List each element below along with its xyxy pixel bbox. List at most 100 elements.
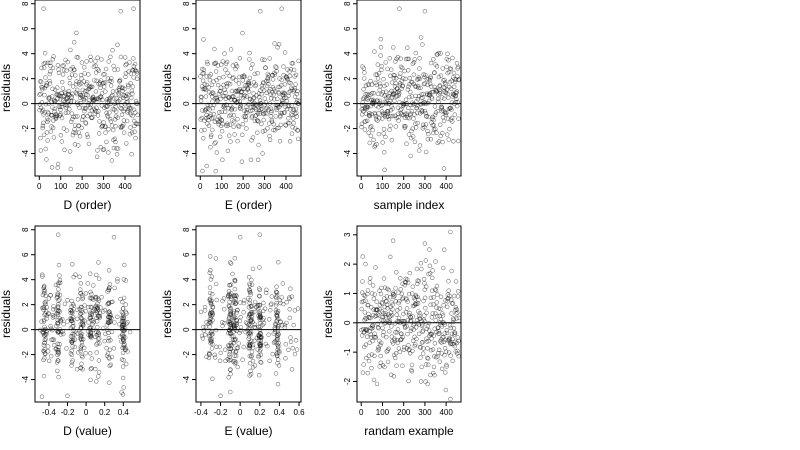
data-point <box>87 326 92 331</box>
data-point <box>293 111 298 117</box>
data-point <box>82 65 87 70</box>
data-point <box>232 106 238 112</box>
data-point <box>431 302 436 307</box>
data-point <box>449 107 454 112</box>
data-point <box>264 78 269 84</box>
data-point <box>211 91 216 96</box>
data-point <box>70 302 76 307</box>
data-point <box>212 141 217 146</box>
data-point <box>227 73 232 79</box>
data-point <box>50 105 55 110</box>
data-point <box>393 299 398 304</box>
data-point <box>268 113 273 119</box>
data-point <box>374 299 379 304</box>
data-point <box>279 110 285 116</box>
data-point <box>381 329 386 335</box>
data-point <box>54 346 59 351</box>
data-point <box>96 358 102 363</box>
data-point <box>99 124 104 130</box>
data-point <box>231 75 236 80</box>
data-point <box>82 106 88 112</box>
data-point <box>281 301 286 307</box>
data-point <box>83 291 89 296</box>
data-point <box>437 331 442 336</box>
data-point <box>400 334 405 340</box>
data-point <box>234 293 239 299</box>
data-point <box>210 127 215 133</box>
data-point <box>247 75 253 81</box>
data-point <box>56 262 62 268</box>
data-point <box>425 381 430 387</box>
data-point <box>431 364 437 370</box>
data-point <box>232 322 237 327</box>
data-point <box>436 50 441 56</box>
data-point <box>203 87 208 93</box>
data-point <box>258 9 263 14</box>
data-point <box>208 72 214 77</box>
data-point <box>124 311 129 316</box>
data-point <box>287 139 293 144</box>
data-point <box>440 311 445 316</box>
data-point <box>373 265 378 270</box>
data-point <box>408 328 414 333</box>
data-point <box>133 68 138 74</box>
data-point <box>225 357 231 362</box>
data-point <box>404 56 409 62</box>
data-point <box>198 309 204 315</box>
data-point <box>452 84 457 90</box>
data-point <box>78 290 84 296</box>
data-point <box>371 377 377 383</box>
data-point <box>411 116 416 121</box>
data-point <box>62 147 67 153</box>
data-point <box>234 318 239 323</box>
data-point <box>281 64 286 69</box>
x-axis-label: randam example <box>364 424 454 438</box>
data-point <box>92 334 98 339</box>
data-point <box>388 123 393 128</box>
data-point <box>406 280 411 285</box>
data-point <box>450 55 455 61</box>
data-point <box>68 310 73 316</box>
data-point <box>410 61 415 66</box>
data-point <box>235 116 240 122</box>
data-point <box>78 281 84 286</box>
data-point <box>372 143 378 148</box>
data-point <box>384 95 389 100</box>
data-point <box>88 333 94 339</box>
data-point <box>78 348 83 354</box>
data-point <box>222 109 228 115</box>
data-point <box>223 347 228 352</box>
data-point <box>129 152 134 157</box>
data-point <box>393 81 398 86</box>
data-point <box>258 324 263 329</box>
data-point <box>201 324 206 330</box>
data-point <box>413 342 418 347</box>
data-point <box>373 114 379 119</box>
data-point <box>89 318 94 323</box>
data-point <box>372 49 377 54</box>
x-tick-label: 0 <box>359 182 364 191</box>
data-point <box>106 96 112 102</box>
data-point <box>120 85 126 90</box>
data-point <box>248 292 253 297</box>
data-point <box>40 274 45 279</box>
data-point <box>204 59 210 65</box>
data-point <box>133 121 139 126</box>
data-point <box>260 317 265 323</box>
data-point <box>69 94 74 99</box>
data-point <box>88 315 94 320</box>
data-point <box>452 330 458 336</box>
data-point <box>259 121 264 127</box>
data-point <box>274 284 279 289</box>
data-point <box>431 295 436 300</box>
y-axis-label: residuals <box>321 290 335 338</box>
data-point <box>433 311 438 316</box>
data-point <box>370 323 375 328</box>
data-point <box>422 241 428 246</box>
data-point <box>287 73 293 79</box>
x-tick-label: 0.4 <box>274 408 286 417</box>
data-point <box>454 311 459 316</box>
data-point <box>426 131 431 137</box>
data-point <box>435 354 440 359</box>
data-point <box>272 72 278 77</box>
